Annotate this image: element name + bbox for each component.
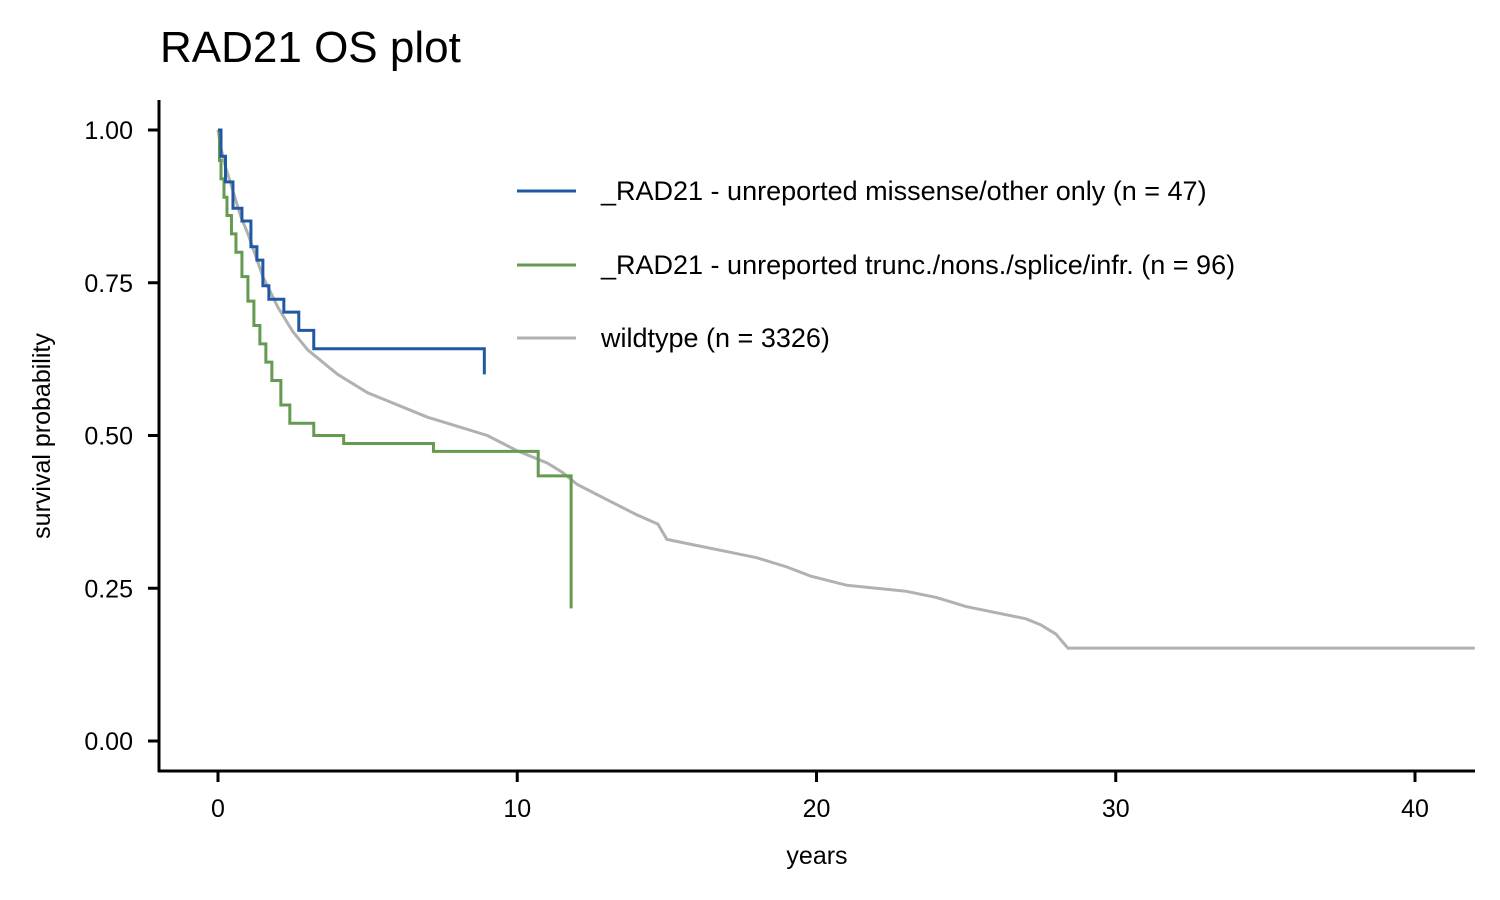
chart-title: RAD21 OS plot	[160, 23, 461, 72]
plot-area	[216, 128, 1475, 650]
series-line-1	[217, 128, 573, 609]
x-tick-label: 10	[503, 795, 531, 823]
legend-label: _RAD21 - unreported missense/other only …	[600, 176, 1207, 206]
y-tick-label: 1.00	[84, 117, 133, 145]
x-axis-ticks: 0 10 20 30 40	[211, 771, 1429, 823]
legend: _RAD21 - unreported missense/other only …	[517, 176, 1235, 353]
x-tick-label: 0	[211, 795, 225, 823]
x-axis-label: years	[786, 842, 847, 870]
y-tick-label: 0.75	[84, 270, 133, 298]
x-tick-label: 40	[1401, 795, 1429, 823]
series-line-0	[218, 128, 486, 375]
y-axis-ticks: 0.00 0.25 0.50 0.75 1.00	[84, 117, 159, 756]
x-tick-label: 20	[803, 795, 831, 823]
legend-label: _RAD21 - unreported trunc./nons./splice/…	[600, 250, 1235, 280]
series-line-2	[216, 129, 1475, 650]
legend-label: wildtype (n = 3326)	[600, 323, 830, 353]
x-tick-label: 30	[1102, 795, 1130, 823]
y-tick-label: 0.00	[84, 728, 133, 756]
y-axis-label: survival probability	[28, 333, 56, 539]
y-tick-label: 0.25	[84, 575, 133, 603]
y-tick-label: 0.50	[84, 423, 133, 451]
